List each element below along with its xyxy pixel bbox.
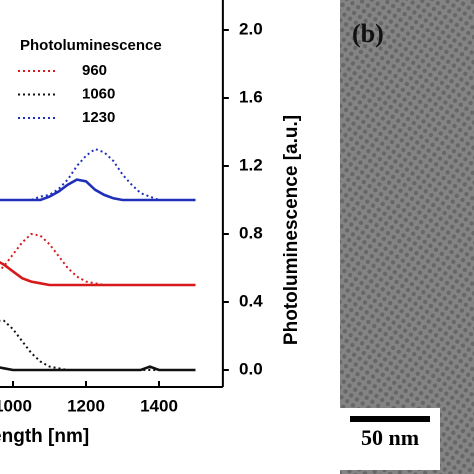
panel-label: (b) (352, 19, 384, 48)
scale-bar (350, 416, 430, 422)
y-tick-label: 2.0 (239, 19, 263, 38)
y-axis-label: Photoluminescence [a.u.] (281, 115, 302, 345)
legend-title: Photoluminescence (20, 37, 162, 54)
x-tick-label: 1200 (67, 396, 105, 415)
x-tick-label: 1400 (140, 396, 178, 415)
legend-label: 1060 (82, 85, 115, 102)
tem-shade (340, 0, 474, 474)
tem-image (340, 0, 474, 474)
y-tick-label: 0.4 (239, 291, 263, 310)
x-tick-label: 1000 (0, 396, 32, 415)
absorbance-line (0, 260, 196, 287)
scale-bar-label: 50 nm (361, 425, 419, 450)
y-tick-label: 0.0 (239, 359, 263, 378)
plot-area: 1000 1200 1400 0.0 0.4 0.8 1.2 1.6 2.0 Wavelength… (0, 0, 302, 447)
legend-label: 960 (82, 62, 107, 79)
y-tick-label: 1.2 (239, 155, 263, 174)
pl-line (0, 232, 196, 286)
y-tick-label: 0.8 (239, 223, 263, 242)
absorbance-line (0, 365, 196, 372)
pl-line (0, 319, 196, 371)
absorbance-line (0, 178, 196, 202)
x-axis-label: Wavelength [nm] (0, 426, 89, 447)
y-tick-label: 1.6 (239, 87, 263, 106)
legend-label: 1230 (82, 109, 115, 126)
